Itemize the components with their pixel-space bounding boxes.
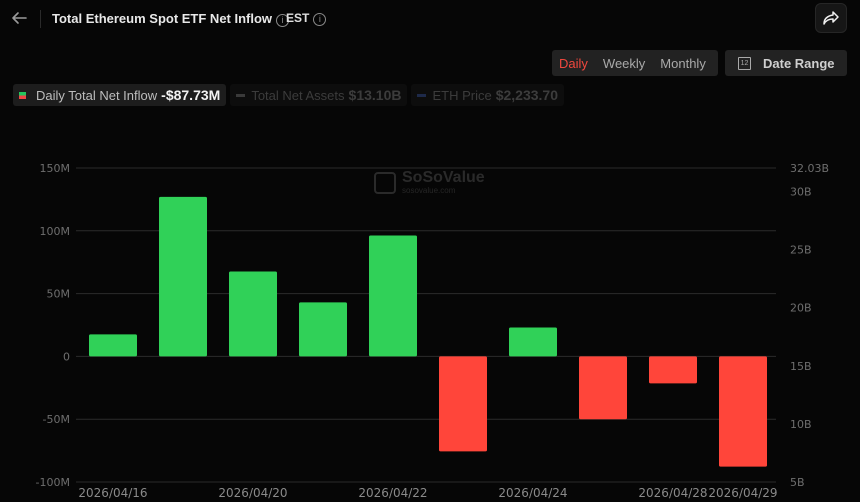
y-right-tick-label: 10B [790, 418, 812, 431]
tab-daily[interactable]: Daily [559, 55, 588, 71]
legend-item-daily-net-inflow[interactable]: Daily Total Net Inflow -$87.73M [13, 84, 227, 106]
share-button[interactable] [815, 3, 847, 33]
legend-label: Daily Total Net Inflow [36, 87, 158, 103]
legend-label: Total Net Assets [251, 87, 345, 103]
sosovalue-logo-icon [374, 171, 396, 194]
net-inflow-bar-chart[interactable]: 150M 100M 50M 0 -50M -100M 32.03B 30B 25B 20B 15B 1… [0, 150, 860, 502]
page-title-text: Total Ethereum Spot ETF Net Inflow [52, 11, 273, 26]
x-tick-label: 2026/04/20 [218, 486, 287, 500]
y-right-tick-label: 30B [790, 186, 812, 199]
info-circle-icon[interactable]: i [313, 13, 327, 26]
y-right-tick-label: 32.03B [790, 162, 829, 175]
legend-swatch-line-icon [417, 93, 427, 97]
bar-2026-04-29[interactable] [719, 356, 767, 467]
bar-2026-04-17[interactable] [159, 196, 207, 357]
x-tick-label: 2026/04/22 [358, 486, 427, 500]
back-button[interactable] [10, 9, 30, 29]
share-arrow-icon [823, 11, 839, 25]
date-range-label: Date Range [763, 55, 835, 71]
x-tick-label: 2026/04/29 [708, 486, 777, 500]
bar-2026-04-20[interactable] [229, 271, 277, 357]
legend-value: $13.10B [348, 87, 402, 103]
calendar-icon: 12 [738, 56, 751, 70]
x-tick-label: 2026/04/28 [638, 486, 707, 500]
header: Total Ethereum Spot ETF Net Inflow i EST i [0, 0, 860, 38]
x-tick-label: 2026/04/24 [498, 486, 567, 500]
y-right-tick-label: 5B [790, 476, 805, 489]
bar-2026-04-21[interactable] [299, 302, 347, 357]
legend-value: -$87.73M [161, 87, 221, 103]
bar-2026-04-24[interactable] [509, 327, 557, 357]
date-range-button[interactable]: 12 Date Range [725, 50, 847, 76]
tab-weekly[interactable]: Weekly [602, 55, 646, 71]
legend-swatch-red-green-icon [19, 91, 26, 99]
arrow-left-icon [12, 12, 27, 24]
y-left-tick-label: -100M [36, 476, 70, 489]
y-right-tick-label: 25B [790, 244, 812, 257]
legend-value: $2,233.70 [495, 87, 558, 103]
timezone-text: EST [286, 11, 310, 25]
watermark-name: SoSoValue [402, 169, 485, 186]
y-right-tick-label: 15B [790, 360, 812, 373]
y-left-tick-label: -50M [43, 413, 70, 426]
period-selector: Daily Weekly Monthly [552, 50, 718, 76]
watermark: SoSoValue sosovalue.com [374, 170, 485, 195]
bar-2026-04-23[interactable] [439, 356, 487, 452]
bar-2026-04-28[interactable] [649, 356, 697, 384]
bar-2026-04-16[interactable] [89, 334, 137, 357]
legend-label: ETH Price [432, 87, 492, 103]
y-right-tick-label: 20B [790, 302, 812, 315]
header-divider [40, 10, 41, 28]
x-tick-label: 2026/04/16 [78, 486, 147, 500]
bar-2026-04-22[interactable] [369, 235, 417, 357]
chart-legend: Daily Total Net Inflow -$87.73M Total Ne… [13, 84, 568, 106]
legend-swatch-line-icon [236, 93, 246, 97]
tab-monthly[interactable]: Monthly [660, 55, 706, 71]
page-title: Total Ethereum Spot ETF Net Inflow i [52, 11, 290, 27]
y-left-tick-label: 100M [40, 225, 71, 238]
timezone-label: EST i [286, 11, 327, 26]
legend-item-total-net-assets[interactable]: Total Net Assets $13.10B [230, 84, 408, 106]
y-left-tick-label: 0 [63, 350, 70, 363]
y-left-tick-label: 50M [47, 288, 71, 301]
info-circle-icon[interactable]: i [276, 14, 290, 27]
y-left-tick-label: 150M [40, 162, 71, 175]
bar-2026-04-27[interactable] [579, 356, 627, 420]
legend-item-eth-price[interactable]: ETH Price $2,233.70 [411, 84, 564, 106]
watermark-url: sosovalue.com [402, 186, 456, 195]
